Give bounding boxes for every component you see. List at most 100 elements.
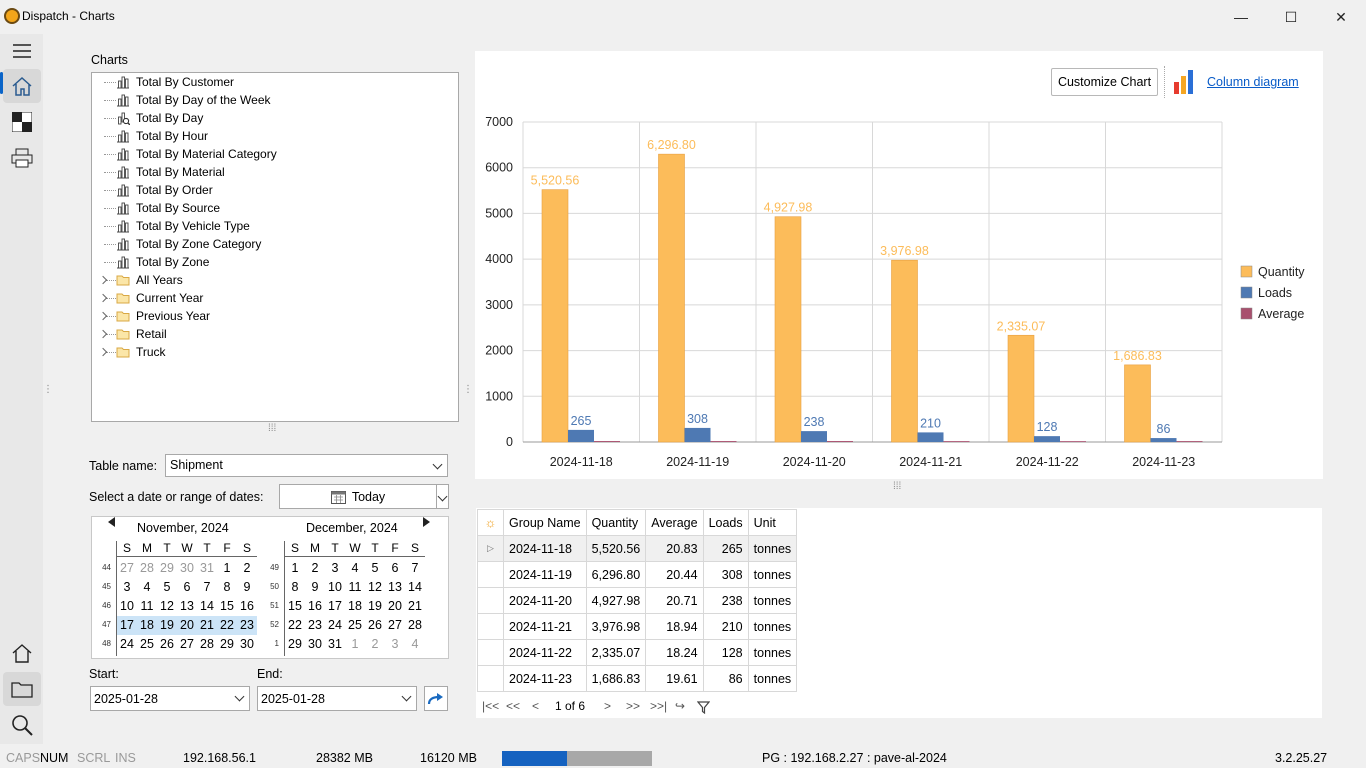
calendar-day[interactable]: 26 (368, 618, 382, 632)
column-header[interactable]: Quantity (585, 509, 647, 536)
tree-item[interactable]: Total By Order (92, 181, 458, 199)
calendar-day[interactable]: 20 (388, 599, 402, 613)
calendar-day[interactable]: 20 (177, 616, 197, 635)
calendar-day[interactable]: 8 (223, 580, 231, 594)
row-header[interactable] (477, 665, 504, 692)
prev-page-icon[interactable]: < (532, 699, 540, 713)
board-nav-button[interactable] (3, 105, 41, 139)
table-name-select[interactable]: Shipment (165, 454, 448, 477)
next-page-icon[interactable]: > (604, 699, 612, 713)
tree-item[interactable]: Total By Vehicle Type (92, 217, 458, 235)
calendar-day[interactable]: 12 (160, 599, 174, 613)
calendar-day[interactable]: 15 (220, 599, 234, 613)
calendar-day[interactable]: 27 (120, 561, 134, 575)
table-row[interactable]: 2024-11-23 1,686.83 19.61 86 tonnes (477, 665, 798, 692)
expand-arrow-icon[interactable] (98, 347, 108, 357)
expand-arrow-icon[interactable] (98, 329, 108, 339)
calendar-day[interactable]: 21 (197, 616, 217, 635)
calendar-day[interactable]: 11 (140, 599, 154, 613)
home-bottom-button[interactable] (3, 636, 41, 670)
tree-item[interactable]: Current Year (92, 289, 458, 307)
calendar-day[interactable]: 3 (391, 637, 399, 651)
calendar-day[interactable]: 7 (411, 561, 419, 575)
first-page-icon[interactable]: |<< (482, 699, 500, 713)
calendar-day[interactable]: 1 (223, 561, 231, 575)
calendar-day[interactable]: 30 (240, 637, 254, 651)
calendar-day[interactable]: 16 (240, 599, 254, 613)
tree-item[interactable]: All Years (92, 271, 458, 289)
calendar-day[interactable]: 31 (200, 561, 214, 575)
today-button[interactable]: Today (279, 484, 437, 509)
tree-item[interactable]: Truck (92, 343, 458, 361)
prev-page-group-icon[interactable]: << (506, 699, 521, 713)
calendar-day[interactable]: 15 (288, 599, 302, 613)
calendar-day[interactable]: 11 (348, 580, 362, 594)
table-row[interactable]: 2024-11-19 6,296.80 20.44 308 tonnes (477, 561, 798, 588)
calendar-day[interactable]: 23 (237, 616, 257, 635)
tree-item[interactable]: Total By Zone Category (92, 235, 458, 253)
calendar-day[interactable]: 1 (351, 637, 359, 651)
calendar-day[interactable]: 31 (328, 637, 342, 651)
tree-item[interactable]: Total By Material Category (92, 145, 458, 163)
tree-item[interactable]: Total By Customer (92, 73, 458, 91)
row-header[interactable] (477, 587, 504, 614)
maximize-button[interactable]: ☐ (1284, 8, 1298, 25)
calendar-day[interactable]: 13 (388, 580, 402, 594)
calendar-day[interactable]: 18 (348, 599, 362, 613)
folder-nav-button[interactable] (3, 672, 41, 706)
home-nav-button[interactable] (3, 69, 41, 103)
expand-arrow-icon[interactable] (98, 293, 108, 303)
calendar-day[interactable]: 21 (408, 599, 422, 613)
row-header[interactable] (477, 561, 504, 588)
next-page-group-icon[interactable]: >> (626, 699, 641, 713)
calendar-day[interactable]: 4 (351, 561, 359, 575)
calendar-day[interactable]: 24 (328, 618, 342, 632)
column-diagram-link[interactable]: Column diagram (1207, 75, 1299, 89)
calendar-day[interactable]: 28 (408, 618, 422, 632)
table-row[interactable]: 2024-11-20 4,927.98 20.71 238 tonnes (477, 587, 798, 614)
tree-item[interactable]: Total By Hour (92, 127, 458, 145)
calendar-day[interactable]: 25 (348, 618, 362, 632)
search-nav-button[interactable] (3, 708, 41, 742)
calendar-day[interactable]: 10 (120, 599, 134, 613)
tree-item[interactable]: Total By Day of the Week (92, 91, 458, 109)
calendar-day[interactable]: 23 (308, 618, 322, 632)
calendar-day[interactable]: 25 (140, 637, 154, 651)
calendar-day[interactable]: 9 (311, 580, 319, 594)
calendar-day[interactable]: 13 (180, 599, 194, 613)
calendar-day[interactable]: 27 (180, 637, 194, 651)
calendar-day[interactable]: 9 (243, 580, 251, 594)
left-splitter[interactable]: ⋮ (43, 384, 53, 395)
next-month-arrow[interactable] (423, 517, 430, 527)
row-header[interactable]: ▷ (477, 535, 504, 562)
table-row[interactable]: ▷ 2024-11-18 5,520.56 20.83 265 tonnes (477, 535, 798, 562)
calendar-day[interactable]: 29 (288, 637, 302, 651)
date-calendar[interactable]: November, 2024 S M T W T F S 44 27 28 29 30 31 1 2 45 3 4 5… (91, 516, 449, 659)
expand-arrow-icon[interactable] (98, 275, 108, 285)
start-date-picker[interactable]: 2025-01-28 (90, 686, 250, 711)
calendar-day[interactable]: 3 (123, 580, 131, 594)
tree-item[interactable]: Total By Material (92, 163, 458, 181)
calendar-day[interactable]: 19 (157, 616, 177, 635)
table-row[interactable]: 2024-11-22 2,335.07 18.24 128 tonnes (477, 639, 798, 666)
calendar-day[interactable]: 22 (288, 618, 302, 632)
customize-chart-button[interactable]: Customize Chart (1051, 68, 1158, 96)
calendar-day[interactable]: 30 (308, 637, 322, 651)
calendar-day[interactable]: 22 (217, 616, 237, 635)
expand-arrow-icon[interactable] (98, 311, 108, 321)
calendar-day[interactable]: 14 (408, 580, 422, 594)
calendar-day[interactable]: 5 (371, 561, 379, 575)
calendar-day[interactable]: 18 (137, 616, 157, 635)
calendar-day[interactable]: 4 (411, 637, 419, 651)
calendar-day[interactable]: 2 (371, 637, 379, 651)
row-header[interactable] (477, 639, 504, 666)
calendar-day[interactable]: 30 (180, 561, 194, 575)
minimize-button[interactable]: — (1234, 9, 1248, 25)
chart-grid-splitter[interactable]: ⁞⁞⁞ (893, 481, 902, 492)
calendar-day[interactable]: 28 (200, 637, 214, 651)
today-dropdown[interactable] (436, 484, 449, 509)
column-header[interactable]: Average (645, 509, 704, 536)
prev-month-arrow[interactable] (108, 517, 115, 527)
calendar-day[interactable]: 17 (328, 599, 342, 613)
calendar-day[interactable]: 29 (220, 637, 234, 651)
